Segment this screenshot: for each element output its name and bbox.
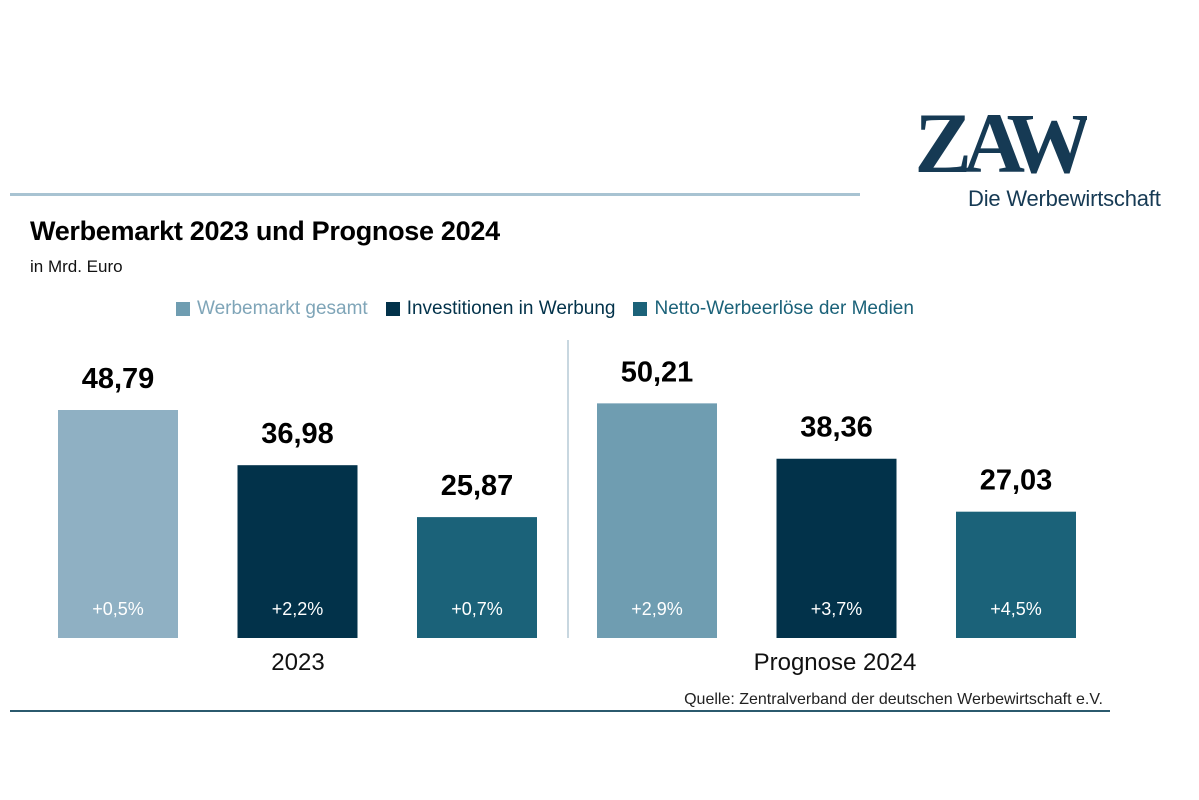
bar-2-0 bbox=[417, 517, 537, 638]
chart-title: Werbemarkt 2023 und Prognose 2024 bbox=[30, 216, 500, 246]
top-rule bbox=[10, 193, 860, 196]
value-label: 38,36 bbox=[800, 412, 873, 444]
change-label: +2,2% bbox=[272, 599, 324, 619]
legend-swatch bbox=[176, 302, 190, 316]
legend-label: Investitionen in Werbung bbox=[406, 298, 616, 319]
legend-swatch bbox=[385, 302, 400, 316]
change-label: +0,5% bbox=[92, 599, 144, 619]
zaw-logo: ZAW bbox=[915, 96, 1087, 178]
bar-0-0 bbox=[58, 410, 178, 638]
legend-label: Werbemarkt gesamt bbox=[197, 298, 368, 319]
category-label: Prognose 2024 bbox=[754, 649, 917, 676]
legend-swatch bbox=[633, 302, 648, 316]
chart-subtitle: in Mrd. Euro bbox=[30, 257, 123, 276]
change-label: +3,7% bbox=[811, 599, 863, 619]
legend-item-werbemarkt-gesamt: Werbemarkt gesamt bbox=[176, 298, 368, 320]
bar-2-1 bbox=[956, 511, 1076, 638]
change-label: +2,9% bbox=[631, 599, 683, 619]
legend-item-investitionen: Investitionen in Werbung bbox=[385, 298, 616, 320]
category-label: 2023 bbox=[271, 649, 324, 676]
bars-layer: 48,79 +0,5% 36,98 +2,2% 25,87 +0,7% 2023 50,21 +… bbox=[58, 340, 1076, 676]
source-note: Quelle: Zentralverband der deutschen Wer… bbox=[684, 691, 1103, 708]
value-label: 36,98 bbox=[261, 418, 334, 450]
bottom-rule bbox=[10, 710, 1110, 712]
value-label: 25,87 bbox=[441, 470, 514, 502]
value-label: 27,03 bbox=[980, 465, 1053, 497]
legend-label: Netto-Werbeerlöse der Medien bbox=[654, 298, 914, 319]
bar-1-1 bbox=[776, 458, 897, 638]
value-label: 48,79 bbox=[82, 363, 155, 395]
legend-item-netto-werbeerloese: Netto-Werbeerlöse der Medien bbox=[633, 298, 914, 320]
logo-tagline: Die Werbewirtschaft bbox=[968, 186, 1161, 211]
legend: Werbemarkt gesamt Investitionen in Werbu… bbox=[176, 296, 932, 322]
bar-chart: 48,79 +0,5% 36,98 +2,2% 25,87 +0,7% 2023 50,21 +… bbox=[58, 340, 1076, 676]
change-label: +0,7% bbox=[451, 599, 503, 619]
change-label: +4,5% bbox=[990, 599, 1042, 619]
bar-1-0 bbox=[237, 465, 358, 638]
bar-0-1 bbox=[597, 403, 717, 638]
value-label: 50,21 bbox=[621, 356, 694, 388]
zaw-logo-text: ZAW bbox=[915, 96, 1087, 178]
